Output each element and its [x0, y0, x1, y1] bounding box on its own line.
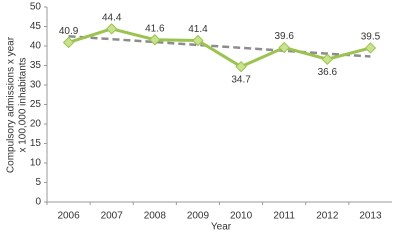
marker [364, 42, 377, 54]
data-line [68, 27, 371, 69]
y-tick-label: 30 [30, 80, 42, 91]
y-tick-label: 50 [30, 2, 42, 13]
y-axis-label: x 100,000 inhabitants [18, 57, 29, 152]
x-tick-label: 2013 [359, 211, 382, 222]
data-label: 39.6 [274, 31, 294, 42]
data-label: 39.5 [361, 32, 381, 43]
data-label: 41.6 [145, 23, 165, 34]
data-label: 34.7 [231, 74, 251, 85]
data-label: 44.4 [102, 12, 122, 23]
x-tick-label: 2006 [57, 211, 80, 222]
marker [278, 41, 290, 54]
y-tick-label: 35 [30, 60, 42, 71]
y-tick-label: 20 [30, 119, 42, 130]
x-tick-label: 2011 [273, 211, 295, 222]
y-tick-label: 40 [30, 41, 42, 52]
data-label: 40.9 [59, 26, 79, 37]
y-tick-label: 0 [35, 197, 41, 208]
trend-line [68, 35, 371, 58]
data-label: 36.6 [318, 67, 338, 78]
x-tick-label: 2008 [144, 211, 167, 222]
x-tick-label: 2009 [187, 211, 210, 222]
x-tick-label: 2010 [230, 211, 253, 222]
marker [62, 36, 75, 49]
marker [235, 60, 247, 73]
x-axis-label: Year [211, 222, 232, 233]
y-tick-label: 5 [35, 177, 41, 188]
marker [321, 53, 334, 65]
data-label: 41.4 [188, 24, 208, 35]
marker [149, 34, 161, 46]
marker [105, 23, 118, 35]
y-tick-label: 25 [30, 99, 42, 110]
x-tick-label: 2012 [316, 211, 339, 222]
y-tick-label: 15 [30, 138, 42, 149]
y-axis-label: Compulsory admissions x year [6, 36, 17, 173]
y-tick-label: 45 [30, 21, 42, 32]
marker [192, 34, 204, 47]
x-tick-label: 2007 [101, 211, 124, 222]
y-tick-label: 10 [30, 158, 42, 169]
